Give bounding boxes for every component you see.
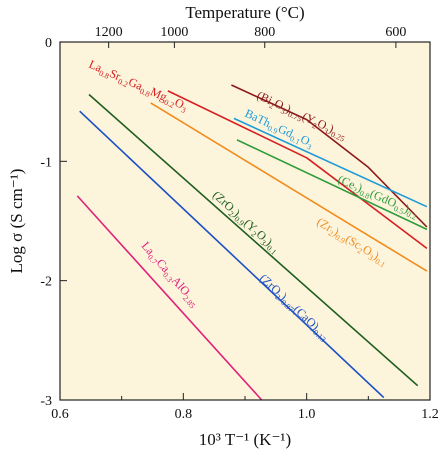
series-label: La0.8Sr0.2Ga0.8Mg0.2O3 [86,57,190,115]
y-tick-label: -2 [40,275,52,290]
series-line [76,195,263,401]
top-tick-label: 1200 [95,25,123,40]
top-tick-label: 600 [385,25,406,40]
top-tick-label: 1000 [160,25,188,40]
y-tick-label: 0 [45,36,52,51]
series-line [233,117,428,208]
series-line [88,93,419,387]
tick-layer: 0.6 0.8 1.0 1.2 0 -1 -2 -3 1200 1000 800 600 [40,25,438,422]
series-line [231,84,428,228]
x-tick-label: 0.6 [51,407,69,422]
plot-frame [59,41,431,401]
x-tick-label: 0.8 [175,407,193,422]
series-line [79,110,385,399]
x-axis-title: 10³ T⁻¹ (K⁻¹) [199,430,291,449]
y-tick-label: -1 [40,155,52,170]
series-label: (Bi2O3)0.75(Y2O3)0.25 [254,88,349,144]
y-tick-label: -3 [40,394,52,409]
plot-background [60,42,430,400]
series-line [167,90,428,250]
series-label-layer: (Bi2O3)0.75(Y2O3)0.25 La0.8Sr0.2Ga0.8Mg0.… [86,57,418,344]
series-label: (Zr2)0.9(Sc2O3)0.1 [313,215,390,270]
y-axis-title: Log σ (S cm⁻¹) [7,169,26,274]
series-line [236,139,428,231]
top-axis-title: Temperature (°C) [185,3,304,22]
series-line [150,102,428,272]
x-tick-label: 1.0 [298,407,316,422]
series-layer [76,84,428,401]
x-tick-label: 1.2 [421,407,439,422]
top-tick-label: 800 [254,25,275,40]
